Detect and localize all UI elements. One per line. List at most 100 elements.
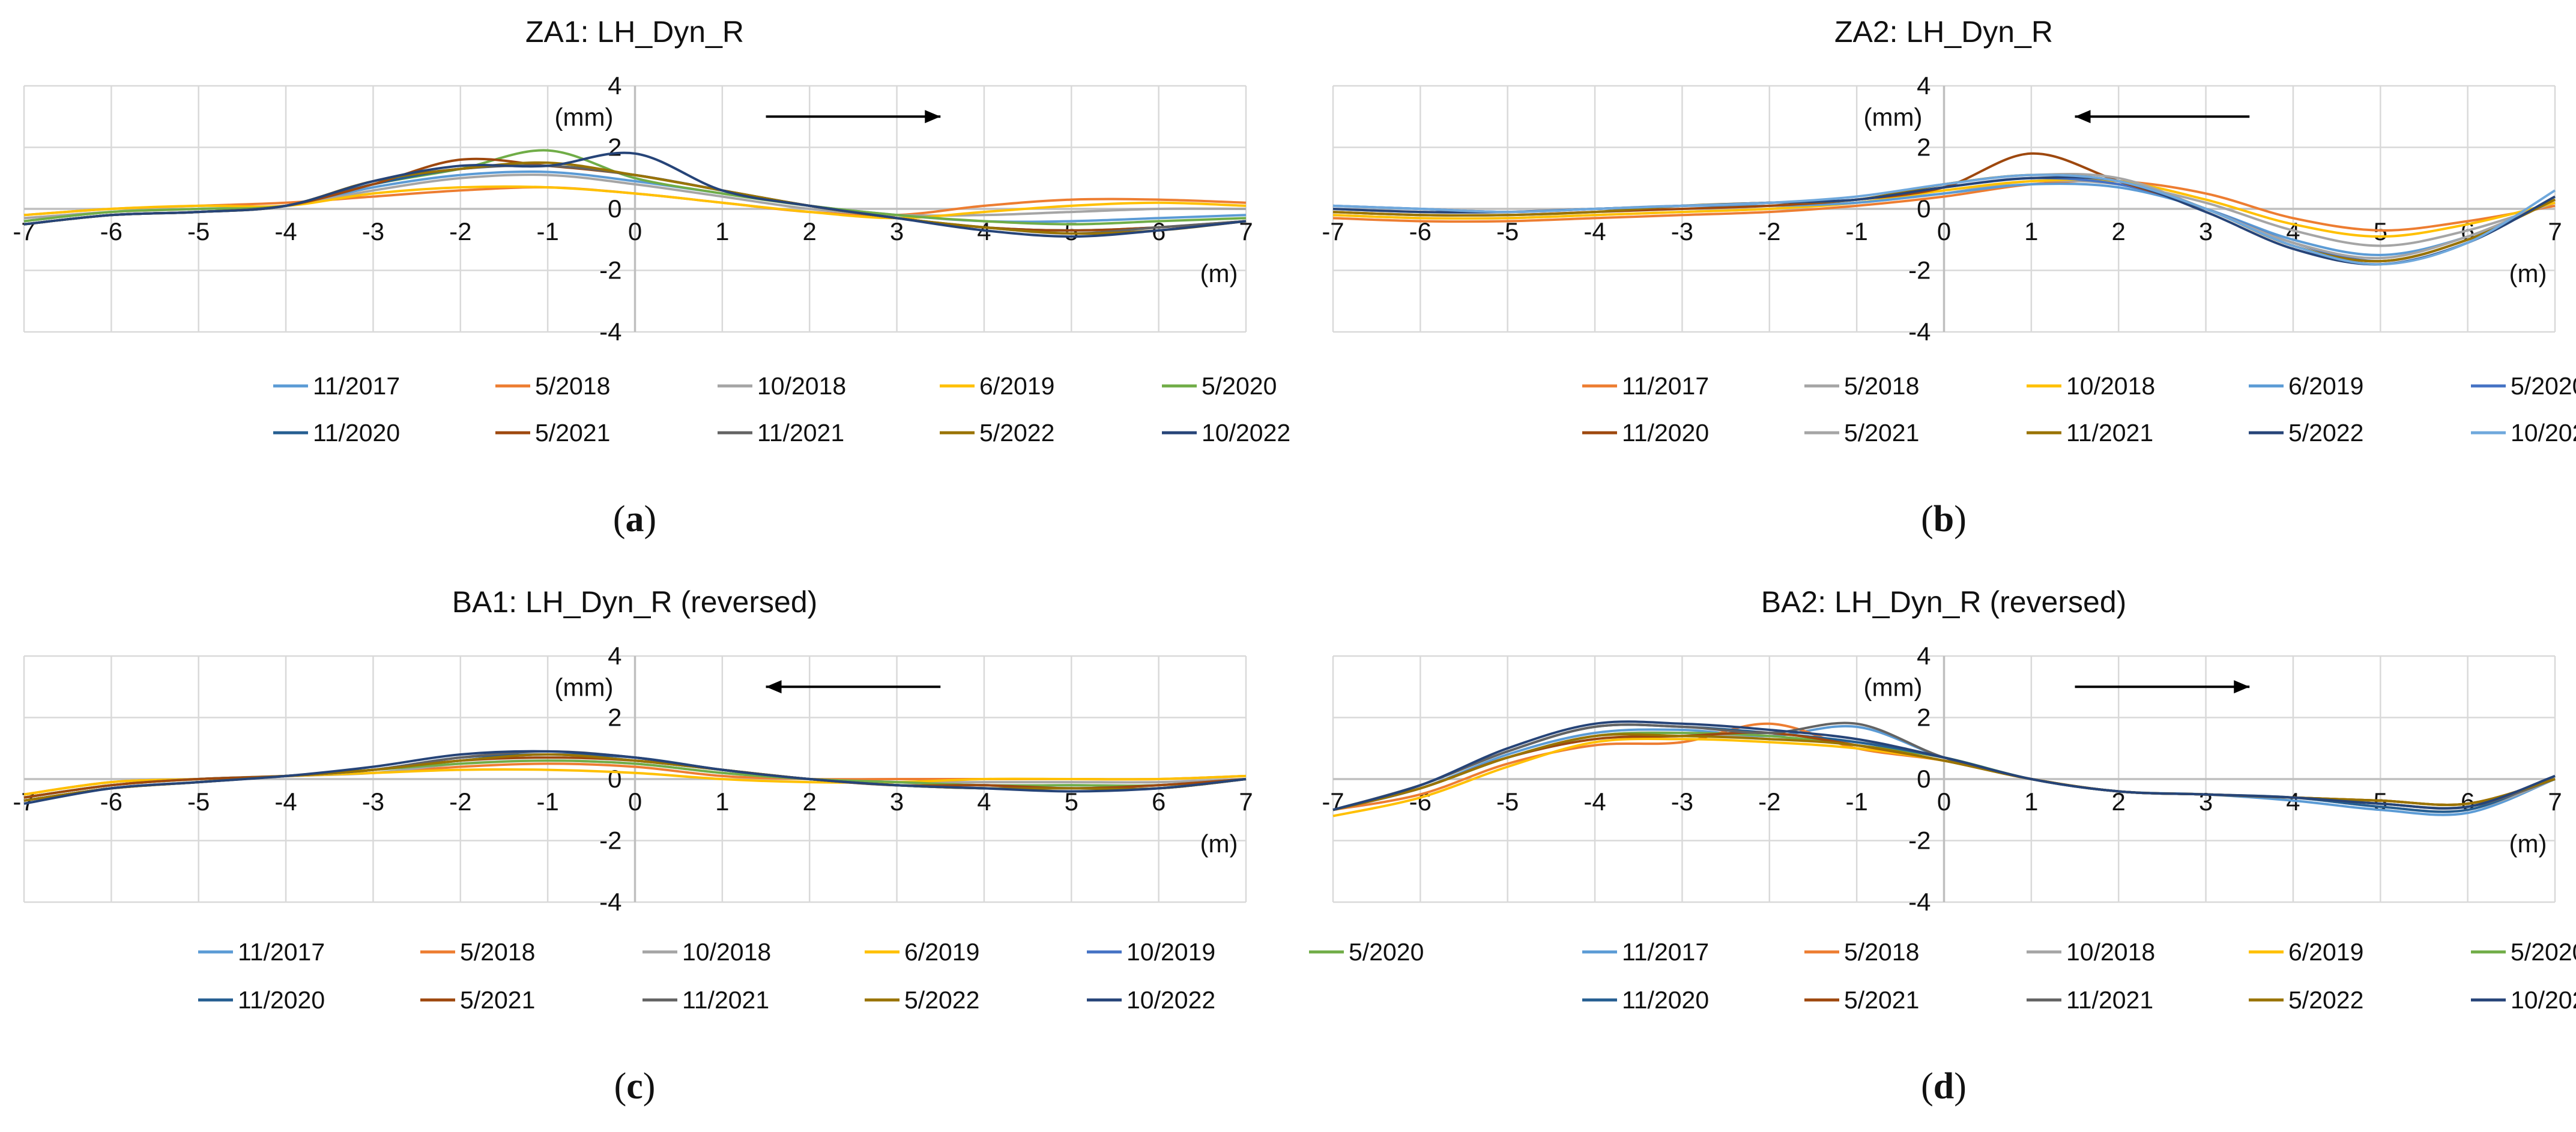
x-tick-label: 3 bbox=[890, 787, 904, 816]
panel-label-close: ) bbox=[1954, 1066, 1967, 1107]
y-tick-label: -2 bbox=[1908, 256, 1930, 285]
legend-label: 11/2017 bbox=[1622, 372, 1709, 400]
legend-label: 5/2022 bbox=[2288, 419, 2363, 447]
x-tick-label: -1 bbox=[536, 217, 558, 245]
x-tick-label: 0 bbox=[1937, 217, 1951, 245]
legend-label: 10/2022 bbox=[1202, 419, 1290, 447]
series-line bbox=[1332, 173, 2556, 266]
y-tick-label: -4 bbox=[1908, 888, 1930, 916]
x-tick-label: -6 bbox=[100, 217, 122, 245]
x-tick-label: 1 bbox=[715, 217, 729, 245]
series-line bbox=[1332, 179, 2556, 232]
legend-item: 10/2022 bbox=[1087, 986, 1215, 1014]
x-tick-label: -5 bbox=[1496, 787, 1519, 816]
x-tick-label: -3 bbox=[362, 217, 384, 245]
y-tick-label: 4 bbox=[1917, 642, 1930, 670]
legend-item: 10/2018 bbox=[642, 938, 771, 966]
x-tick-label: 2 bbox=[2112, 787, 2126, 816]
x-tick-label: 7 bbox=[2548, 217, 2562, 245]
series-line bbox=[1332, 178, 2556, 238]
direction-arrow-head bbox=[2075, 110, 2091, 124]
x-tick-label: -7 bbox=[1322, 787, 1344, 816]
legend-item: 5/2021 bbox=[420, 986, 535, 1014]
legend-label: 5/2018 bbox=[535, 372, 610, 400]
chart-title: BA1: LH_Dyn_R (reversed) bbox=[452, 585, 818, 619]
legend-label: 11/2020 bbox=[1622, 419, 1709, 447]
legend-item: 11/2017 bbox=[198, 938, 325, 966]
x-tick-label: 2 bbox=[803, 217, 817, 245]
legend-label: 5/2020 bbox=[1202, 372, 1277, 400]
panel-label-open: ( bbox=[613, 499, 626, 540]
x-tick-label: 7 bbox=[2548, 787, 2562, 816]
x-tick-label: 7 bbox=[1239, 787, 1253, 816]
panel-label-letter: b bbox=[1934, 499, 1954, 540]
panel-label-open: ( bbox=[1921, 499, 1934, 540]
x-tick-label: -4 bbox=[1583, 787, 1606, 816]
panel-label: (b) bbox=[1921, 499, 1967, 540]
legend-label: 10/2018 bbox=[2066, 372, 2155, 400]
legend-item: 5/2020 bbox=[1309, 938, 1424, 966]
legend-label: 5/2022 bbox=[979, 419, 1054, 447]
legend-item: 5/2020 bbox=[2471, 938, 2576, 966]
legend-label: 5/2022 bbox=[2288, 986, 2363, 1014]
legend-label: 11/2017 bbox=[1622, 938, 1709, 966]
x-tick-label: 3 bbox=[2199, 787, 2213, 816]
x-tick-label: -3 bbox=[362, 787, 384, 816]
legend-label: 10/2018 bbox=[757, 372, 846, 400]
series-line bbox=[23, 750, 1247, 805]
x-tick-label: -6 bbox=[100, 787, 122, 816]
legend-item: 5/2021 bbox=[1804, 986, 1919, 1014]
x-unit-label: (m) bbox=[1200, 829, 1238, 858]
panel-label-open: ( bbox=[1921, 1066, 1934, 1107]
x-tick-label: -5 bbox=[187, 787, 210, 816]
legend-label: 11/2017 bbox=[238, 938, 325, 966]
x-unit-label: (m) bbox=[2509, 259, 2547, 288]
legend-label: 6/2019 bbox=[2288, 938, 2363, 966]
y-tick-label: 4 bbox=[608, 642, 621, 670]
legend-item: 5/2022 bbox=[940, 419, 1054, 447]
legend-item: 5/2022 bbox=[2249, 419, 2363, 447]
legend-label: 11/2021 bbox=[2066, 986, 2153, 1014]
y-tick-label: 0 bbox=[608, 765, 621, 793]
y-tick-label: -4 bbox=[1908, 318, 1930, 346]
x-tick-label: -2 bbox=[449, 217, 471, 245]
x-tick-label: 6 bbox=[1152, 787, 1166, 816]
y-tick-label: -2 bbox=[599, 256, 621, 285]
x-tick-label: -2 bbox=[449, 787, 471, 816]
panel-label-letter: a bbox=[626, 499, 644, 540]
legend-item: 5/2018 bbox=[495, 372, 610, 400]
legend-item: 10/2019 bbox=[1087, 938, 1215, 966]
legend-item: 5/2020 bbox=[2471, 372, 2576, 400]
legend-item: 11/2021 bbox=[2027, 419, 2153, 447]
legend-label: 11/2020 bbox=[1622, 986, 1709, 1014]
legend-label: 11/2021 bbox=[682, 986, 769, 1014]
panel-label-letter: d bbox=[1934, 1066, 1954, 1107]
x-tick-label: -1 bbox=[1845, 787, 1867, 816]
legend-label: 11/2020 bbox=[238, 986, 325, 1014]
legend-item: 11/2021 bbox=[718, 419, 844, 447]
panel-label-close: ) bbox=[1954, 499, 1967, 540]
x-tick-label: 3 bbox=[2199, 217, 2213, 245]
panel-label: (c) bbox=[614, 1066, 656, 1107]
x-tick-label: 3 bbox=[890, 217, 904, 245]
legend-item: 5/2022 bbox=[865, 986, 979, 1014]
panel-label: (a) bbox=[613, 499, 656, 540]
x-tick-label: -7 bbox=[13, 217, 35, 245]
direction-arrow-head bbox=[2234, 680, 2250, 694]
y-unit-label: (mm) bbox=[1864, 673, 1923, 701]
legend-item: 11/2020 bbox=[1582, 986, 1709, 1014]
legend-label: 5/2020 bbox=[2511, 372, 2576, 400]
legend-label: 10/2019 bbox=[1126, 938, 1215, 966]
x-tick-label: -1 bbox=[1845, 217, 1867, 245]
y-unit-label: (mm) bbox=[555, 673, 614, 701]
legend-label: 5/2022 bbox=[904, 986, 979, 1014]
x-unit-label: (m) bbox=[2509, 829, 2547, 858]
legend-label: 5/2020 bbox=[2511, 938, 2576, 966]
legend-label: 10/2022 bbox=[2511, 986, 2576, 1014]
legend-label: 10/2018 bbox=[2066, 938, 2155, 966]
direction-arrow-head bbox=[925, 110, 941, 124]
y-unit-label: (mm) bbox=[1864, 103, 1923, 131]
y-tick-label: 4 bbox=[1917, 71, 1930, 100]
